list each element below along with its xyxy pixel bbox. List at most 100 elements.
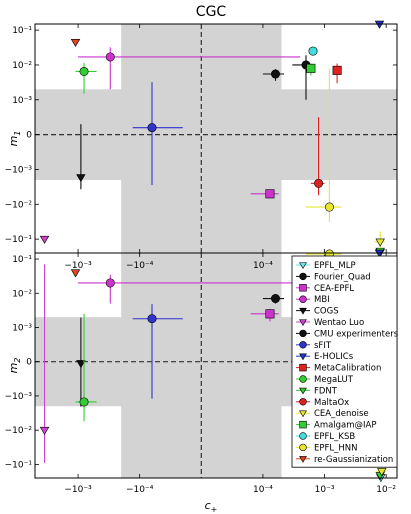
y-tick-label: 10⁻¹ [12, 26, 32, 36]
marker-circle [299, 432, 307, 440]
y-axis-label: m2 [7, 358, 22, 374]
point-m1-cea-denoise [374, 231, 385, 249]
point-m2-re-gaussianization [70, 269, 81, 278]
legend-label: EPFL_KSB [314, 432, 355, 442]
point-m2-e-holics [374, 249, 385, 258]
legend-label: CMU experimenters [314, 329, 399, 339]
marker-circle [270, 294, 280, 304]
legend-label: MetaCalibration [314, 364, 381, 374]
x-tick-label: 10⁻⁴ [253, 485, 273, 495]
marker-square [265, 189, 275, 199]
point-m1-metacalibration [332, 63, 342, 84]
legend-entry: sFIT [296, 341, 332, 351]
x-tick-label: −10⁻³ [64, 485, 92, 495]
legend-entry: Amalgam@IAP [296, 421, 377, 431]
marker-circle [147, 314, 157, 324]
marker-tri_down [299, 319, 307, 326]
point-m1-amalgam-iap [305, 63, 316, 76]
legend-label: EPFL_HNN [314, 443, 357, 453]
marker-circle [299, 398, 307, 406]
point-m1-cmu-experimenters [262, 69, 285, 81]
legend-entry: MegaLUT [296, 375, 354, 385]
y-tick-label: 10⁻³ [12, 323, 32, 333]
y-tick-label: −10⁻³ [5, 392, 33, 402]
marker-tri_down [299, 262, 307, 269]
legend-label: E-HOLICs [314, 352, 354, 362]
marker-circle [299, 295, 307, 303]
y-axis-label-sub: 1 [13, 131, 22, 136]
point-m1-megalut [75, 62, 97, 94]
y-tick-label: 0 [26, 131, 32, 141]
y-tick-label: 10⁻¹ [12, 255, 32, 265]
marker-tri_down [375, 238, 385, 247]
marker-square [332, 65, 342, 75]
marker-circle [79, 66, 89, 76]
legend-entry: Fourier_Quad [296, 272, 371, 282]
point-m1-cea-epfl [250, 189, 279, 199]
marker-tri_down [299, 410, 307, 418]
point-m1-wentao-luo [39, 235, 50, 244]
legend-entry: COGS [296, 307, 339, 317]
y-axis-label-main: m [7, 363, 20, 374]
x-tick-label: 10⁻² [376, 485, 396, 495]
legend-label: CEA-EPFL [314, 284, 354, 294]
x-tick-label: 10⁻³ [315, 485, 335, 495]
legend-entry: MetaCalibration [296, 364, 381, 374]
legend-entry: EPFL_MLP [296, 261, 356, 271]
y-tick-label: 10⁻² [12, 289, 32, 299]
y-axis-label: m1 [7, 131, 22, 147]
marker-tri_down [39, 426, 50, 435]
y-tick-label: −10⁻² [5, 426, 33, 436]
marker-tri_down [39, 235, 50, 244]
marker-square [265, 309, 275, 319]
chart-title: CGC [196, 4, 227, 20]
marker-circle [105, 278, 115, 288]
legend-entry: E-HOLICs [296, 352, 354, 362]
legend-entry: CMU experimenters [296, 329, 399, 339]
marker-square [299, 363, 307, 372]
legend-entry: MaltaOx [296, 398, 349, 408]
legend-label: sFIT [314, 341, 332, 351]
legend-entry: EPFL_KSB [296, 432, 355, 442]
legend-label: Wentao Luo [314, 318, 364, 328]
point-m2-megalut [75, 313, 97, 422]
marker-circle [324, 202, 334, 212]
y-tick-label: −10⁻² [5, 200, 33, 210]
marker-square [306, 63, 316, 73]
marker-square [299, 420, 307, 429]
y-axis-label-sub: 2 [13, 358, 22, 363]
point-m1-sfit [132, 82, 183, 186]
point-m2-cogs [76, 317, 86, 407]
legend-entry: CEA-EPFL [296, 284, 354, 294]
marker-tri_down [76, 174, 86, 183]
y-tick-label: 0 [26, 358, 32, 368]
y-tick-label: 10⁻² [12, 61, 32, 71]
x-tick-label: 10⁻⁴ [253, 261, 273, 271]
marker-tri_down [70, 38, 81, 48]
marker-tri_down [299, 353, 307, 361]
point-m1-mbi [78, 47, 301, 90]
legend-entry: EPFL_HNN [296, 443, 357, 453]
point-m1-e-holics [374, 20, 385, 29]
legend-entry: CEA_denoise [296, 409, 369, 419]
legend-label: Amalgam@IAP [314, 421, 377, 431]
marker-circle [299, 443, 307, 452]
point-m2-wentao-luo [39, 264, 50, 463]
point-m2-cmu-experimenters [262, 294, 285, 304]
x-tick-label: −10⁻⁴ [126, 261, 154, 271]
legend-entry: Wentao Luo [296, 318, 364, 328]
legend-label: MegaLUT [314, 375, 354, 385]
legend-entry: FDNT [296, 386, 338, 396]
panel-m1: 10⁻¹ 10⁻² 10⁻³ 0 −10⁻³ −10⁻² −10⁻¹ m1 [5, 20, 398, 258]
marker-circle [270, 69, 280, 79]
marker-tri_down [76, 360, 86, 369]
x-axis-label-sub: + [211, 505, 218, 514]
legend-label: MBI [314, 295, 330, 305]
point-m2-cea-epfl [250, 308, 279, 322]
legend-label: FDNT [314, 386, 338, 396]
y-tick-label: −10⁻¹ [5, 235, 33, 245]
marker-circle [299, 375, 307, 383]
marker-square [299, 284, 307, 292]
